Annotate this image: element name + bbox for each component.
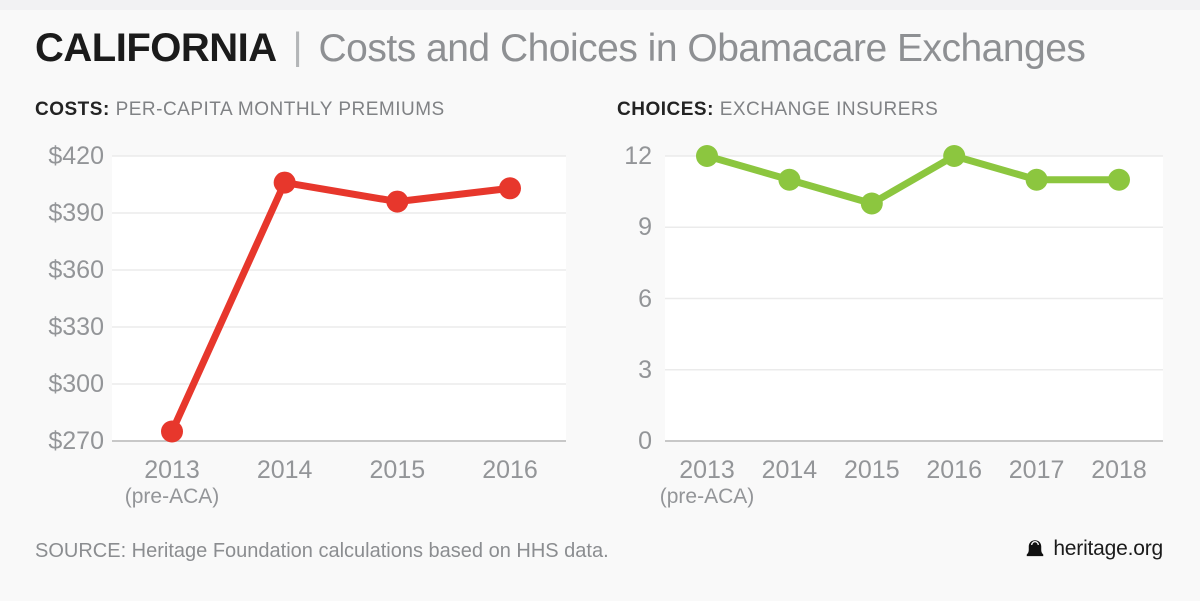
x-axis-tick-label: 2018 bbox=[1091, 456, 1147, 484]
data-point bbox=[161, 420, 183, 443]
y-axis-tick-label: $330 bbox=[48, 313, 104, 341]
title-divider: | bbox=[292, 26, 303, 68]
data-point bbox=[696, 145, 718, 167]
x-axis-tick-label: 2016 bbox=[926, 456, 982, 484]
costs-heading-description: PER-CAPITA MONTHLY PREMIUMS bbox=[115, 99, 445, 120]
costs-heading-label: COSTS: bbox=[35, 99, 110, 120]
x-axis-tick-label: 2015 bbox=[843, 456, 900, 484]
x-axis-tick-label: 2013 bbox=[144, 456, 200, 484]
x-axis-tick-label: 2015 bbox=[369, 456, 426, 484]
choices-chart-heading: CHOICES: EXCHANGE INSURERS bbox=[617, 99, 938, 121]
data-point bbox=[1025, 168, 1048, 191]
choices-plot-area bbox=[665, 145, 1163, 442]
brand-url: heritage.org bbox=[1053, 537, 1163, 560]
x-axis-tick-sublabel: (pre-ACA) bbox=[124, 485, 220, 508]
x-axis-tick-label: 2014 bbox=[256, 456, 313, 484]
data-point bbox=[943, 145, 966, 167]
y-axis-tick-label: $420 bbox=[48, 142, 104, 170]
y-axis-tick-label: $390 bbox=[48, 199, 104, 227]
top-accent-strip bbox=[0, 0, 1200, 10]
y-axis-tick-label: $270 bbox=[48, 427, 104, 455]
title-subtitle: Costs and Choices in Obamacare Exchanges bbox=[318, 27, 1086, 70]
x-axis-tick-label: 2014 bbox=[761, 456, 818, 484]
y-axis-tick-label: 9 bbox=[638, 213, 652, 242]
choices-series-line bbox=[703, 152, 1123, 207]
choices-heading-label: CHOICES: bbox=[617, 99, 714, 120]
data-point bbox=[386, 190, 409, 213]
brand-logo: heritage.org bbox=[1024, 537, 1163, 561]
y-axis-tick-label: 6 bbox=[638, 284, 652, 313]
data-point bbox=[1108, 168, 1130, 191]
data-point bbox=[499, 177, 521, 200]
costs-series-line bbox=[168, 179, 514, 435]
x-axis-tick-label: 2016 bbox=[482, 456, 538, 484]
y-axis-tick-label: $360 bbox=[48, 256, 104, 284]
y-axis-tick-label: 3 bbox=[638, 355, 652, 384]
page-title: CALIFORNIA | Costs and Choices in Obamac… bbox=[35, 26, 1086, 71]
y-axis-tick-label: $300 bbox=[48, 370, 104, 398]
costs-chart-heading: COSTS: PER-CAPITA MONTHLY PREMIUMS bbox=[35, 99, 445, 121]
liberty-bell-icon bbox=[1027, 540, 1044, 557]
data-point bbox=[860, 192, 883, 215]
source-note: SOURCE: Heritage Foundation calculations… bbox=[35, 540, 609, 562]
data-point bbox=[778, 168, 801, 191]
x-axis-tick-label: 2013 bbox=[679, 456, 735, 484]
x-axis-tick-sublabel: (pre-ACA) bbox=[659, 485, 755, 508]
choices-heading-description: EXCHANGE INSURERS bbox=[719, 99, 939, 120]
title-state-name: CALIFORNIA bbox=[35, 26, 277, 70]
data-point bbox=[273, 171, 296, 194]
y-axis-tick-label: 12 bbox=[624, 142, 652, 170]
y-axis-tick-label: 0 bbox=[638, 427, 652, 455]
costs-plot-area bbox=[112, 155, 566, 443]
x-axis-tick-label: 2017 bbox=[1008, 456, 1065, 484]
